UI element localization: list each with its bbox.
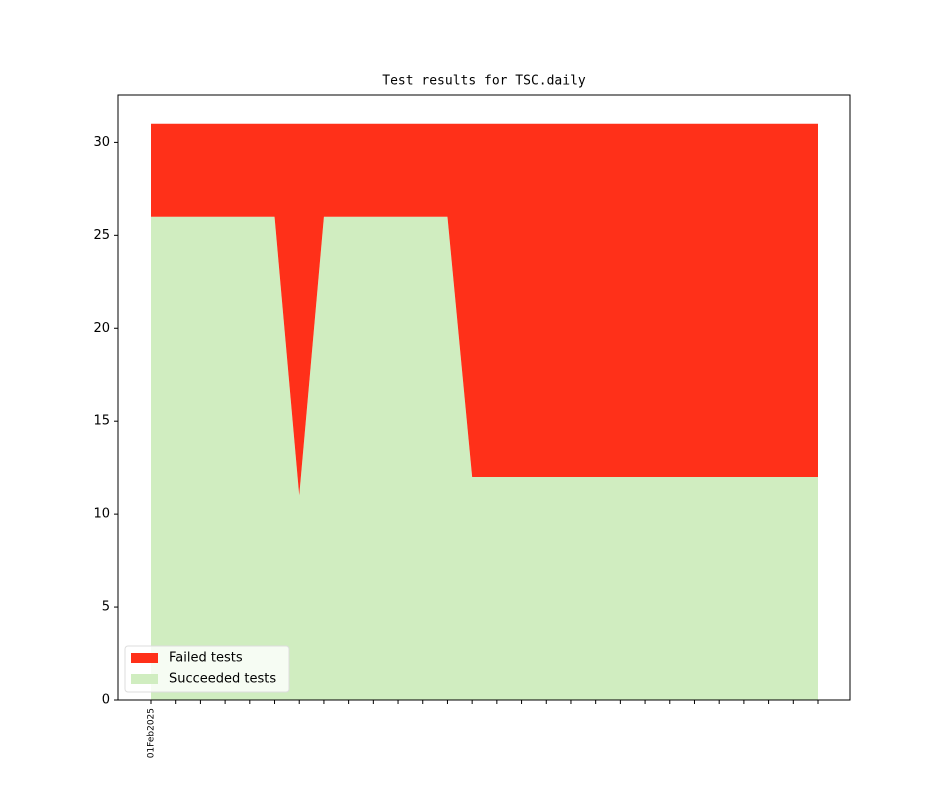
y-tick-label: 15 — [93, 414, 110, 429]
chart-title: Test results for TSC.daily — [382, 74, 586, 89]
y-tick-label: 10 — [93, 507, 110, 522]
x-tick-label: 01Feb2025 — [147, 708, 157, 758]
y-tick-label: 30 — [93, 135, 110, 150]
legend-swatch — [131, 674, 158, 684]
area — [151, 123, 818, 496]
plot-frame — [117, 94, 851, 701]
legend-label: Failed tests — [169, 651, 243, 666]
area — [151, 216, 818, 700]
legend: Failed tests Succeeded tests — [124, 645, 290, 693]
y-tick-label: 0 — [102, 693, 110, 708]
y-tick-label: 25 — [93, 228, 110, 243]
legend-swatch — [131, 653, 158, 663]
legend-label: Succeeded tests — [169, 672, 276, 687]
legend-box — [124, 645, 290, 693]
y-tick-label: 20 — [93, 321, 110, 336]
y-tick-label: 5 — [102, 600, 110, 615]
